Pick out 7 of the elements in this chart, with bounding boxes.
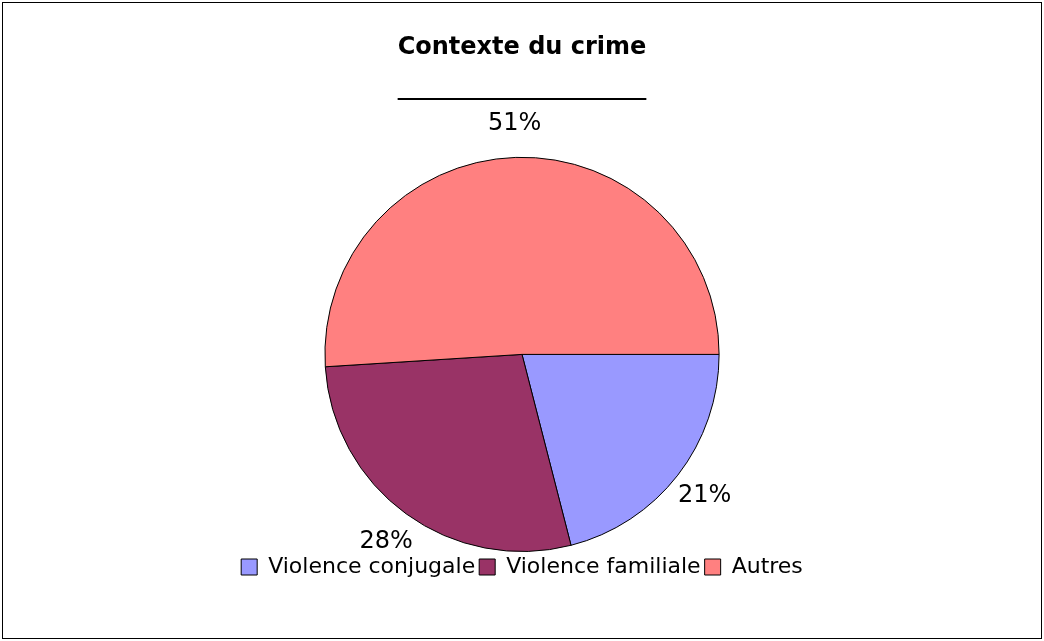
data-label: 21% bbox=[677, 480, 732, 509]
chart-title: Contexte du crime bbox=[397, 31, 647, 60]
legend-label: Violence familiale bbox=[506, 552, 701, 578]
data-label: 28% bbox=[359, 525, 413, 554]
legend-label: Violence conjugale bbox=[268, 552, 476, 578]
data-label: 51% bbox=[488, 107, 542, 136]
legend-label: Autres bbox=[731, 552, 803, 578]
